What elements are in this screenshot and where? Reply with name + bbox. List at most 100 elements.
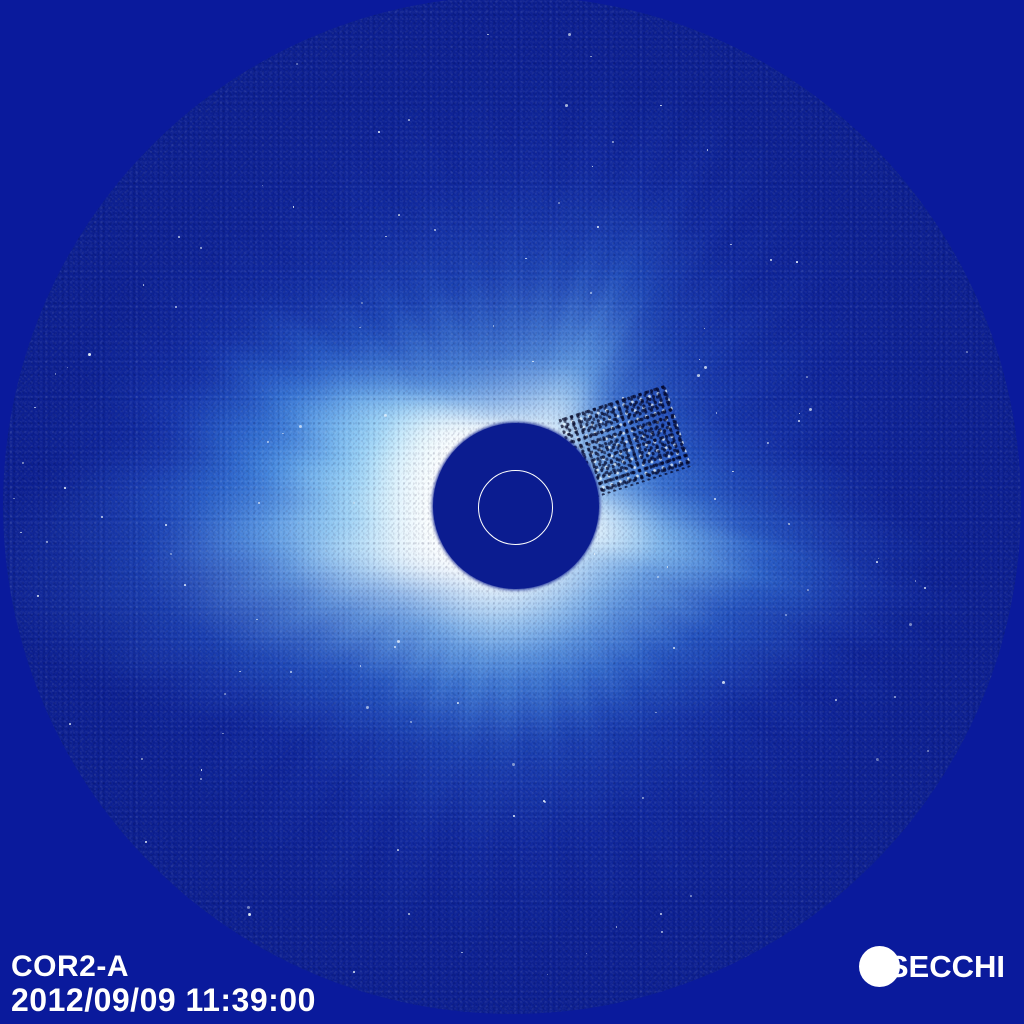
star-point [258,502,260,505]
star-point [492,325,494,327]
star-point [200,778,202,781]
star-point [361,302,363,304]
star-point [282,432,284,435]
star-point [298,424,302,428]
star-point [20,531,22,534]
star-point [585,952,588,954]
filled-circle-icon [858,946,900,987]
secchi-logo: SECCHI [858,946,1005,987]
star-point [914,580,917,582]
star-point [704,366,707,370]
star-point [714,498,717,501]
star-point [721,680,725,684]
star-point [410,721,412,724]
star-point [296,62,298,65]
star-point [660,912,663,915]
star-point [178,236,180,238]
star-point [267,440,270,443]
star-point [615,926,618,928]
star-point [923,586,926,589]
star-point [532,360,534,363]
star-point [673,647,675,649]
star-point [876,758,880,762]
star-point [256,618,258,620]
star-point [926,749,929,752]
star-point [596,225,599,228]
star-point [642,796,645,799]
star-point [703,327,705,330]
star-point [170,552,172,555]
star-point [666,566,668,568]
star-point [525,257,527,260]
instrument-label: COR2-A [11,949,130,983]
star-point [289,671,292,674]
star-point [292,206,294,208]
star-point [546,973,548,976]
star-point [66,366,68,369]
field-of-view-disk [3,0,1021,1014]
star-point [378,131,380,133]
star-point [732,470,734,473]
star-point [246,906,250,910]
star-point [512,763,515,767]
star-point [199,247,202,250]
star-point [513,814,516,817]
star-point [766,441,769,444]
star-point [487,33,489,36]
star-point [37,594,39,597]
star-point [174,306,177,309]
star-point [261,184,264,187]
solar-limb-circle [478,470,553,545]
star-point [46,541,49,543]
star-point [200,769,202,771]
star-point [224,692,227,695]
star-point [353,501,356,504]
star-point [593,553,596,555]
star-point [698,358,701,361]
star-point [359,326,361,329]
star-point [769,258,772,261]
secchi-logo-text: SECCHI [887,948,1005,984]
star-point [706,149,709,151]
star-point [457,702,459,704]
star-point [359,665,362,667]
star-point [385,235,387,238]
star-point [590,292,592,294]
star-point [13,497,15,500]
star-point [396,849,399,852]
timestamp-label: 2012/09/09 11:39:00 [11,982,316,1019]
star-point [222,732,224,734]
star-point [798,420,801,423]
star-point [142,284,145,286]
star-point [835,699,838,702]
star-point [877,557,880,560]
star-point [909,623,912,627]
star-point [34,406,36,409]
star-point [965,350,968,353]
star-point [796,261,798,263]
star-point [807,589,809,591]
star-point [409,547,411,549]
star-point [808,408,812,412]
star-point [591,165,594,168]
star-point [543,800,545,802]
star-point [396,640,400,643]
star-point [164,524,167,527]
star-point [69,723,71,725]
star-point [876,561,878,563]
star-point [715,412,718,414]
star-point [590,55,592,58]
star-point [101,515,103,518]
star-point [806,376,808,378]
star-point [798,412,801,415]
star-point [660,930,663,933]
star-point [434,228,437,231]
star-point [21,461,24,464]
star-point [398,214,400,216]
star-point [393,646,396,649]
star-point [408,118,411,121]
star-point [87,352,91,356]
star-point [730,243,732,246]
star-point [611,141,614,144]
